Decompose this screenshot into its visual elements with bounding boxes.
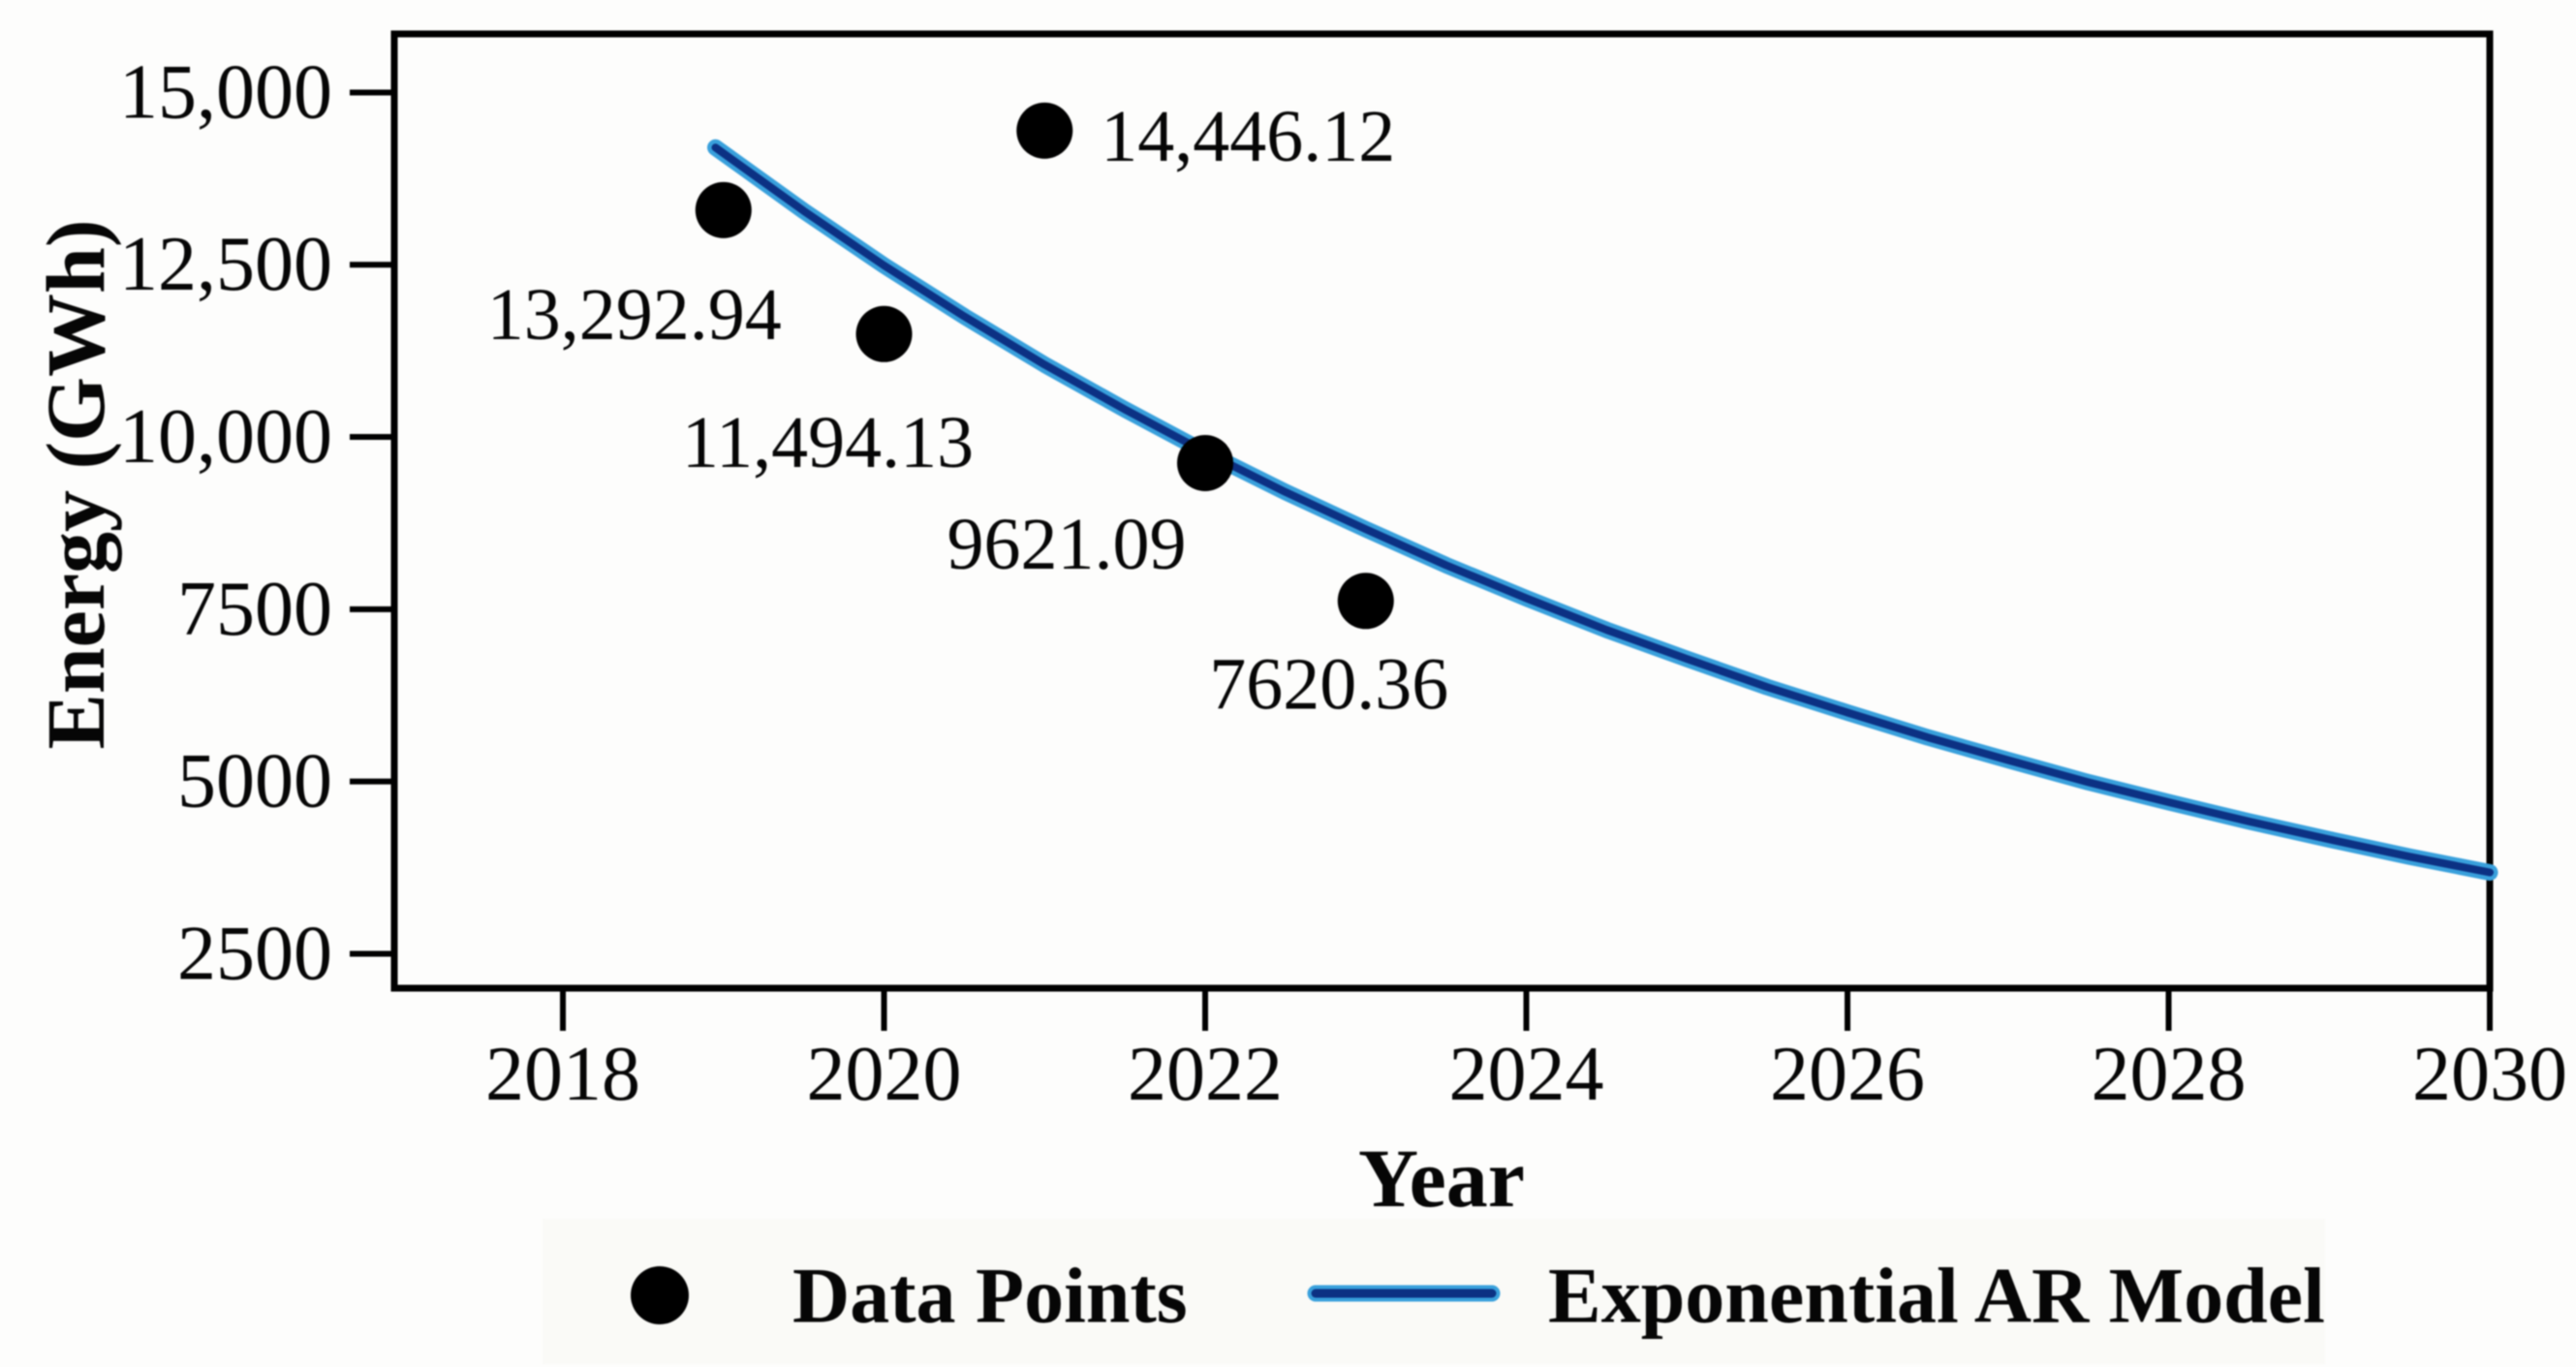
data-point-label: 11,494.13 bbox=[682, 402, 974, 483]
legend-label-exponential-ar-model: Exponential AR Model bbox=[1548, 1252, 2325, 1340]
x-tick-label: 2024 bbox=[1449, 1032, 1604, 1117]
model-curve bbox=[711, 143, 2494, 877]
y-tick-label: 10,000 bbox=[119, 394, 332, 480]
y-axis-ticks: 15,000 12,500 10,000 7500 5000 2500 bbox=[119, 49, 394, 996]
data-point-label: 7620.36 bbox=[1209, 643, 1448, 725]
data-point-labels: 13,292.94 11,494.13 14,446.12 9621.09 7620.3… bbox=[487, 96, 1448, 725]
x-tick-label: 2018 bbox=[485, 1032, 640, 1117]
y-tick-label: 15,000 bbox=[119, 49, 332, 135]
data-point-label: 13,292.94 bbox=[487, 274, 782, 356]
data-point bbox=[1016, 102, 1073, 159]
x-axis-title: Year bbox=[1358, 1132, 1525, 1225]
data-point bbox=[1337, 573, 1394, 630]
x-tick-label: 2020 bbox=[807, 1032, 962, 1117]
x-tick-label: 2022 bbox=[1128, 1032, 1283, 1117]
x-axis-ticks: 2018 2020 2022 2024 2026 2028 2030 bbox=[485, 988, 2567, 1117]
data-point bbox=[1177, 434, 1234, 491]
y-tick-label: 12,500 bbox=[119, 222, 332, 307]
x-tick-label: 2028 bbox=[2092, 1032, 2247, 1117]
y-tick-label: 2500 bbox=[177, 911, 332, 996]
plot-border bbox=[390, 30, 2494, 992]
legend: Data Points Exponential AR Model bbox=[543, 1219, 2325, 1364]
data-point-label: 9621.09 bbox=[947, 504, 1187, 585]
legend-datapoint-marker-icon bbox=[631, 1266, 689, 1324]
y-tick-label: 7500 bbox=[177, 567, 332, 652]
y-axis-title: Energy (GWh) bbox=[29, 219, 122, 749]
legend-label-data-points: Data Points bbox=[792, 1252, 1188, 1340]
data-points bbox=[695, 102, 1394, 630]
data-point bbox=[695, 181, 752, 238]
x-tick-label: 2030 bbox=[2412, 1032, 2567, 1117]
x-tick-label: 2026 bbox=[1770, 1032, 1925, 1117]
data-point-label: 14,446.12 bbox=[1101, 96, 1395, 177]
data-point bbox=[855, 305, 913, 362]
y-tick-label: 5000 bbox=[177, 739, 332, 824]
